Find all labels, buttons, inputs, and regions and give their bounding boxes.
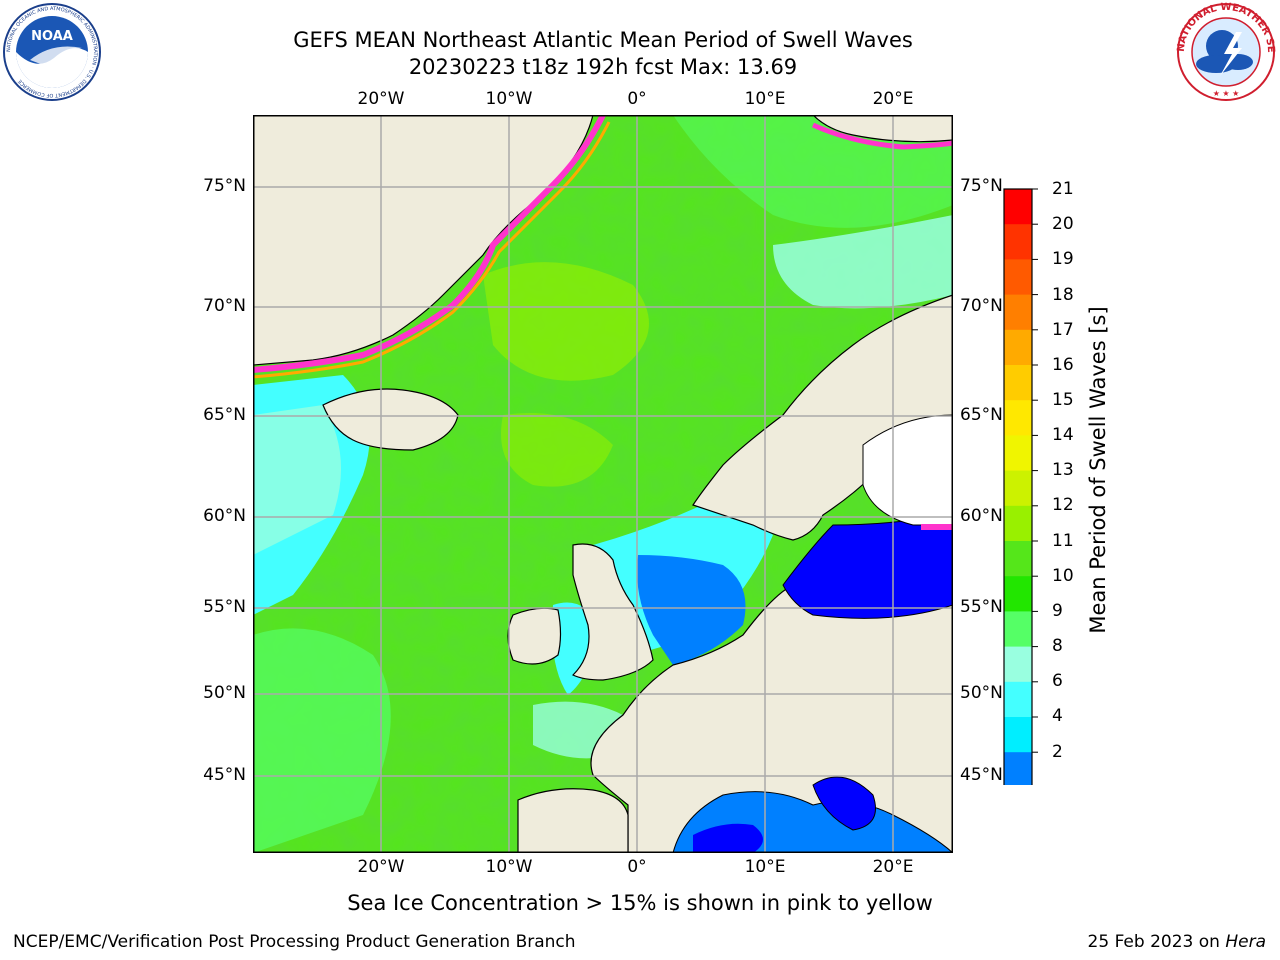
iceland xyxy=(322,388,459,451)
colorbar-tick-10: 10 xyxy=(1052,566,1074,586)
lat-label-right-65n: 65°N xyxy=(960,405,1003,425)
lon-label-top-10w: 10°W xyxy=(485,89,533,109)
colorbar-segment xyxy=(1004,259,1032,296)
svg-text:★ ★ ★: ★ ★ ★ xyxy=(1213,89,1240,98)
lat-label-right-55n: 55°N xyxy=(960,597,1003,617)
footer-date-text: 25 Feb 2023 on xyxy=(1087,932,1226,952)
colorbar-segment xyxy=(1004,681,1032,718)
colorbar-tick-19: 19 xyxy=(1052,249,1074,269)
lat-label-right-70n: 70°N xyxy=(960,296,1003,316)
colorbar-tick-2: 2 xyxy=(1052,742,1063,762)
swell-zone-blue-north-sea xyxy=(637,555,746,665)
colorbar-segment xyxy=(1004,541,1032,577)
colorbar-tick-13: 13 xyxy=(1052,460,1074,480)
sea-ice-note: Sea Ice Concentration > 15% is shown in … xyxy=(347,891,933,915)
swell-zone-cyan-irish-sea xyxy=(552,602,598,695)
colorbar-segment xyxy=(1004,717,1032,753)
lon-label-bottom-20e: 20°E xyxy=(872,857,914,877)
noaa-logo-text: NOAA xyxy=(31,29,73,44)
lon-label-bottom-20w: 20°W xyxy=(357,857,405,877)
colorbar-segment xyxy=(1004,400,1032,436)
lat-label-left-50n: 50°N xyxy=(203,683,246,703)
swell-zone-blue-adriatic xyxy=(812,776,876,831)
lon-label-top-20e: 20°E xyxy=(872,89,914,109)
swell-zone-yellow-green-faroes xyxy=(501,413,613,487)
swell-zone-cyan-barents xyxy=(773,215,953,309)
colorbar-segment xyxy=(1004,611,1032,648)
lat-label-left-70n: 70°N xyxy=(203,296,246,316)
colorbar-segment xyxy=(1004,470,1032,507)
footer-host: Hera xyxy=(1225,932,1266,952)
map-subtitle: 20230223 t18z 192h fcst Max: 13.69 xyxy=(408,55,798,79)
colorbar-tick-9: 9 xyxy=(1052,601,1063,621)
colorbar-segment xyxy=(1004,646,1032,683)
scandinavia-nodata xyxy=(862,414,953,526)
colorbar-title: Mean Period of Swell Waves [s] xyxy=(1086,306,1110,634)
map-panel xyxy=(253,115,953,853)
lat-label-left-65n: 65°N xyxy=(203,405,246,425)
colorbar-tick-8: 8 xyxy=(1052,636,1063,656)
lon-label-top-0: 0° xyxy=(627,89,647,109)
colorbar-segment xyxy=(1004,752,1032,785)
colorbar-tick-6: 6 xyxy=(1052,671,1063,691)
lon-label-top-10e: 10°E xyxy=(744,89,786,109)
svalbard xyxy=(812,115,953,143)
noaa-logo: NOAA NATIONAL OCEANIC AND ATMOSPHERIC AD… xyxy=(3,3,101,101)
map-border xyxy=(253,115,953,853)
colorbar-tick-21: 21 xyxy=(1052,179,1074,199)
lat-label-right-60n: 60°N xyxy=(960,506,1003,526)
lat-label-left-75n: 75°N xyxy=(203,176,246,196)
colorbar-tick-12: 12 xyxy=(1052,495,1074,515)
graticule xyxy=(253,115,953,853)
colorbar-tick-11: 11 xyxy=(1052,531,1074,551)
lat-label-left-60n: 60°N xyxy=(203,506,246,526)
land-masses xyxy=(253,115,953,853)
great-britain xyxy=(571,543,654,681)
colorbar-segment xyxy=(1004,189,1032,225)
colorbar-frame xyxy=(1003,188,1033,785)
colorbar-segment xyxy=(1004,365,1032,401)
lat-label-right-45n: 45°N xyxy=(960,765,1003,785)
swell-zone-blue-baltic xyxy=(782,519,953,619)
lon-label-bottom-0: 0° xyxy=(627,857,647,877)
colorbar-segment xyxy=(1004,435,1032,472)
lat-label-right-75n: 75°N xyxy=(960,176,1003,196)
colorbar-tick-17: 17 xyxy=(1052,320,1074,340)
lon-label-top-20w: 20°W xyxy=(357,89,405,109)
lat-label-left-45n: 45°N xyxy=(203,765,246,785)
colorbar-tick-4: 4 xyxy=(1052,706,1063,726)
nws-logo: NATIONAL WEATHER SERVICE ★ ★ ★ xyxy=(1176,2,1276,101)
lon-label-bottom-10e: 10°E xyxy=(744,857,786,877)
colorbar-segment xyxy=(1004,505,1032,542)
lat-label-left-55n: 55°N xyxy=(203,597,246,617)
colorbar-tick-14: 14 xyxy=(1052,425,1074,445)
iberia xyxy=(517,788,629,853)
footer-credit: NCEP/EMC/Verification Post Processing Pr… xyxy=(13,932,576,952)
swell-zone-green-light-west xyxy=(253,628,391,853)
colorbar-tick-18: 18 xyxy=(1052,285,1074,305)
colorbar xyxy=(1003,188,1038,785)
colorbar-segment xyxy=(1004,576,1032,612)
lon-label-bottom-10w: 10°W xyxy=(485,857,533,877)
colorbar-tick-16: 16 xyxy=(1052,355,1074,375)
colorbar-tick-20: 20 xyxy=(1052,214,1074,234)
lat-label-right-50n: 50°N xyxy=(960,683,1003,703)
colorbar-segment xyxy=(1004,224,1032,260)
colorbar-tick-15: 15 xyxy=(1052,390,1074,410)
colorbar-segment xyxy=(1004,329,1032,366)
swell-zone-yellow-green-norwegian xyxy=(483,262,649,381)
map-title: GEFS MEAN Northeast Atlantic Mean Period… xyxy=(293,28,913,52)
swell-zone-deep-blue-mediterranean xyxy=(693,823,763,853)
colorbar-segment xyxy=(1004,294,1032,331)
footer-date: 25 Feb 2023 on Hera xyxy=(1088,932,1266,952)
ireland xyxy=(507,607,562,665)
